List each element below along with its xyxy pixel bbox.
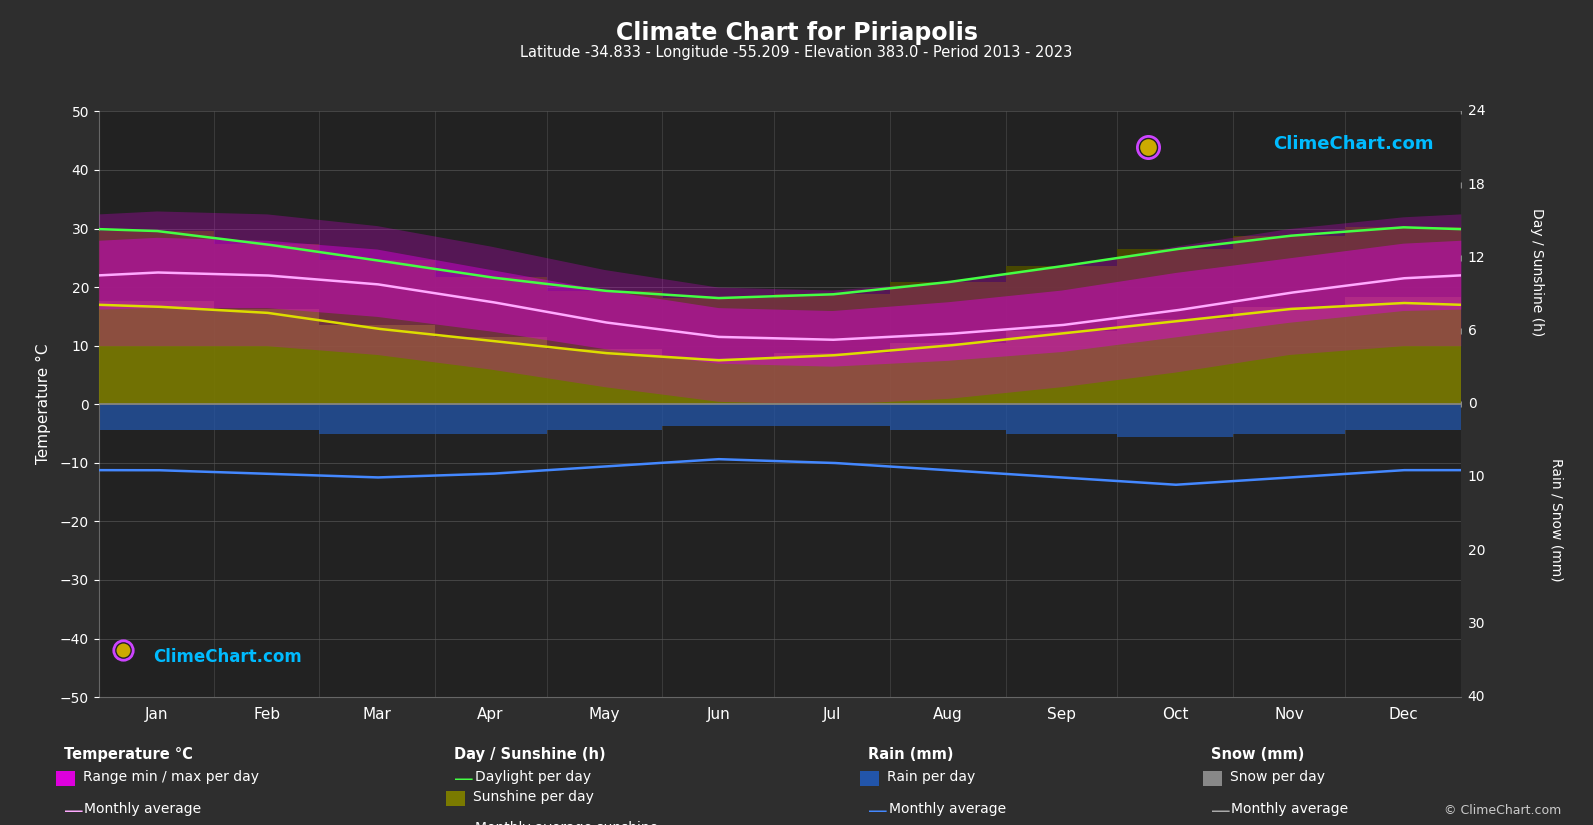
Text: Latitude -34.833 - Longitude -55.209 - Elevation 383.0 - Period 2013 - 2023: Latitude -34.833 - Longitude -55.209 - E… (521, 45, 1072, 60)
Text: 10: 10 (1467, 470, 1485, 484)
Text: Climate Chart for Piriapolis: Climate Chart for Piriapolis (615, 21, 978, 45)
Text: 20: 20 (1467, 544, 1485, 558)
Text: 18: 18 (1467, 177, 1486, 191)
Text: ClimeChart.com: ClimeChart.com (1273, 134, 1434, 153)
Text: 6: 6 (1467, 324, 1477, 338)
Text: Monthly average: Monthly average (1231, 802, 1349, 816)
Text: Rain (mm): Rain (mm) (868, 747, 954, 761)
Text: Snow per day: Snow per day (1230, 771, 1325, 784)
Text: —: — (868, 802, 887, 821)
Text: Day / Sunshine (h): Day / Sunshine (h) (454, 747, 605, 761)
Text: 12: 12 (1467, 251, 1485, 265)
Text: Range min / max per day: Range min / max per day (83, 771, 258, 784)
Text: Rain / Snow (mm): Rain / Snow (mm) (1550, 458, 1563, 582)
Text: 40: 40 (1467, 691, 1485, 704)
Text: Rain per day: Rain per day (887, 771, 975, 784)
Text: Monthly average sunshine: Monthly average sunshine (475, 821, 658, 825)
Text: Snow (mm): Snow (mm) (1211, 747, 1305, 761)
Text: —: — (64, 802, 83, 821)
Text: Monthly average: Monthly average (84, 802, 202, 816)
Text: 0: 0 (1467, 398, 1477, 411)
Text: —: — (1211, 802, 1230, 821)
Text: Daylight per day: Daylight per day (475, 770, 591, 784)
Text: Monthly average: Monthly average (889, 802, 1007, 816)
Text: Temperature °C: Temperature °C (64, 747, 193, 761)
Text: Day / Sunshine (h): Day / Sunshine (h) (1531, 208, 1544, 337)
Text: 30: 30 (1467, 617, 1485, 631)
Text: —: — (454, 770, 473, 789)
Text: ClimeChart.com: ClimeChart.com (153, 648, 303, 666)
Text: 24: 24 (1467, 105, 1485, 118)
Text: Sunshine per day: Sunshine per day (473, 790, 594, 804)
Text: © ClimeChart.com: © ClimeChart.com (1443, 804, 1561, 817)
Y-axis label: Temperature °C: Temperature °C (37, 344, 51, 464)
Text: —: — (454, 821, 473, 825)
